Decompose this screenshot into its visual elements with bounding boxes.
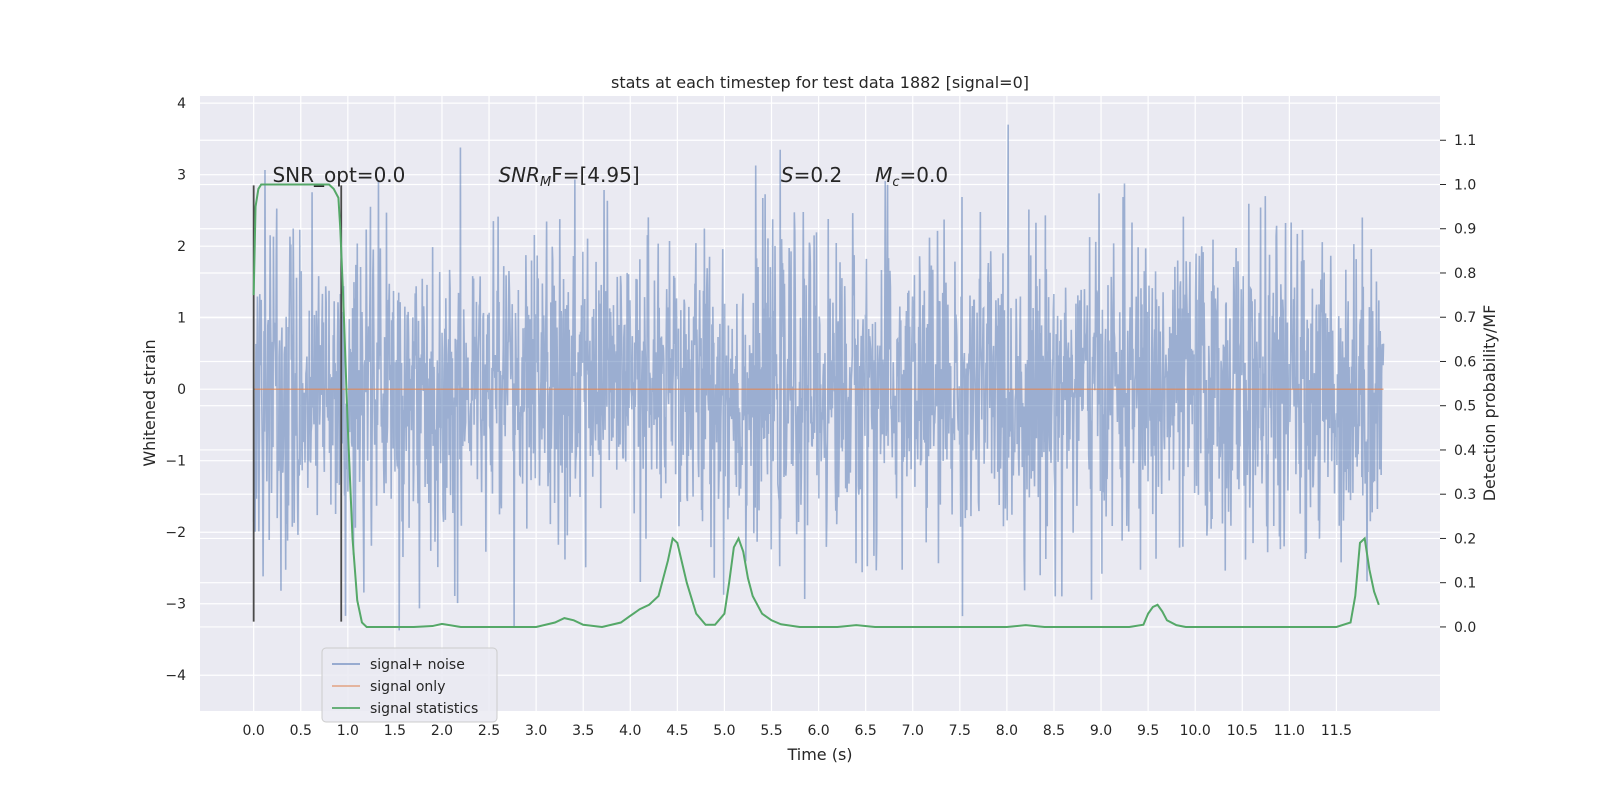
x-tick-label: 2.5 <box>478 723 500 739</box>
x-axis-label: Time (s) <box>786 745 852 764</box>
y2-tick-label: 0.6 <box>1454 354 1476 370</box>
x-tick-label: 1.0 <box>337 723 359 739</box>
x-tick-label: 10.0 <box>1180 723 1211 739</box>
x-tick-label: 11.0 <box>1274 723 1305 739</box>
y-tick-label: −4 <box>165 668 186 684</box>
y2-tick-label: 1.1 <box>1454 133 1476 149</box>
y-tick-label: −1 <box>165 454 186 470</box>
x-tick-label: 11.5 <box>1321 723 1352 739</box>
x-tick-label: 2.0 <box>431 723 453 739</box>
x-tick-label: 7.0 <box>902 723 924 739</box>
y-tick-label: 3 <box>177 168 186 184</box>
y2-tick-label: 0.8 <box>1454 266 1476 282</box>
y-tick-label: −2 <box>165 525 186 541</box>
x-tick-label: 6.0 <box>807 723 829 739</box>
y2-tick-labels: 1.1 1.0 0.9 0.8 0.7 0.6 0.5 0.4 0.3 0.2 0.1 0.0 <box>1440 133 1476 636</box>
x-tick-label: 7.5 <box>949 723 971 739</box>
x-tick-label: 8.5 <box>1043 723 1065 739</box>
legend-label: signal+ noise <box>370 657 465 673</box>
legend-box <box>321 647 498 723</box>
y-tick-label: 2 <box>177 239 186 255</box>
x-tick-label: 0.5 <box>290 723 312 739</box>
y2-tick-label: 0.7 <box>1454 310 1476 326</box>
x-tick-label: 8.0 <box>996 723 1018 739</box>
annotation: SNRMF=[4.95] <box>498 163 639 190</box>
legend-label: signal only <box>370 679 445 695</box>
y2-tick-label: 0.9 <box>1454 222 1476 238</box>
y-tick-label: −3 <box>165 597 186 613</box>
y2-tick-label: 0.4 <box>1454 443 1476 459</box>
y2-tick-label: 0.3 <box>1454 487 1476 503</box>
annotation: SNR_opt=0.0 <box>272 163 405 187</box>
x-tick-label: 4.0 <box>619 723 641 739</box>
x-tick-label: 5.5 <box>760 723 782 739</box>
x-tick-label: 5.0 <box>713 723 735 739</box>
x-tick-label: 0.0 <box>243 723 265 739</box>
noise-trace <box>252 124 1385 631</box>
x-tick-label: 4.5 <box>666 723 688 739</box>
y-tick-labels: 4 3 2 1 0 −1 −2 −3 −4 <box>165 96 186 684</box>
x-tick-label: 9.0 <box>1090 723 1112 739</box>
y-tick-label: 1 <box>177 311 186 327</box>
y2-tick-label: 0.2 <box>1454 531 1476 547</box>
y2-tick-label: 0.1 <box>1454 576 1476 592</box>
annotation: Mc=0.0 <box>875 163 948 190</box>
y-axis-label: Whitened strain <box>140 339 159 466</box>
x-tick-label: 6.5 <box>855 723 877 739</box>
x-tick-label: 1.5 <box>384 723 406 739</box>
legend-label: signal statistics <box>370 701 478 717</box>
annotations: SNR_opt=0.0 SNRMF=[4.95] S=0.2 Mc=0.0 <box>272 163 948 190</box>
series-signal-noise <box>252 124 1385 631</box>
x-tick-label: 3.5 <box>572 723 594 739</box>
x-tick-label: 10.5 <box>1227 723 1258 739</box>
y2-tick-label: 1.0 <box>1454 177 1476 193</box>
y-tick-label: 0 <box>177 382 186 398</box>
y2-tick-label: 0.5 <box>1454 399 1476 415</box>
chart-title: stats at each timestep for test data 188… <box>611 73 1029 92</box>
statistics-line <box>252 183 1380 628</box>
y2-axis-label: Detection probability/MF <box>1480 305 1499 502</box>
y2-tick-label: 0.0 <box>1454 620 1476 636</box>
x-tick-label: 9.5 <box>1137 723 1159 739</box>
x-tick-labels: 0.0 0.5 1.0 1.5 2.0 2.5 3.0 3.5 4.0 4.5 5.0 5.5 6.0 6… <box>243 723 1352 739</box>
series-signal-statistics <box>252 183 1380 628</box>
legend: signal+ noise signal only signal statistic… <box>321 647 498 723</box>
annotation: S=0.2 <box>781 163 842 187</box>
x-tick-label: 3.0 <box>525 723 547 739</box>
y-tick-label: 4 <box>177 96 186 112</box>
